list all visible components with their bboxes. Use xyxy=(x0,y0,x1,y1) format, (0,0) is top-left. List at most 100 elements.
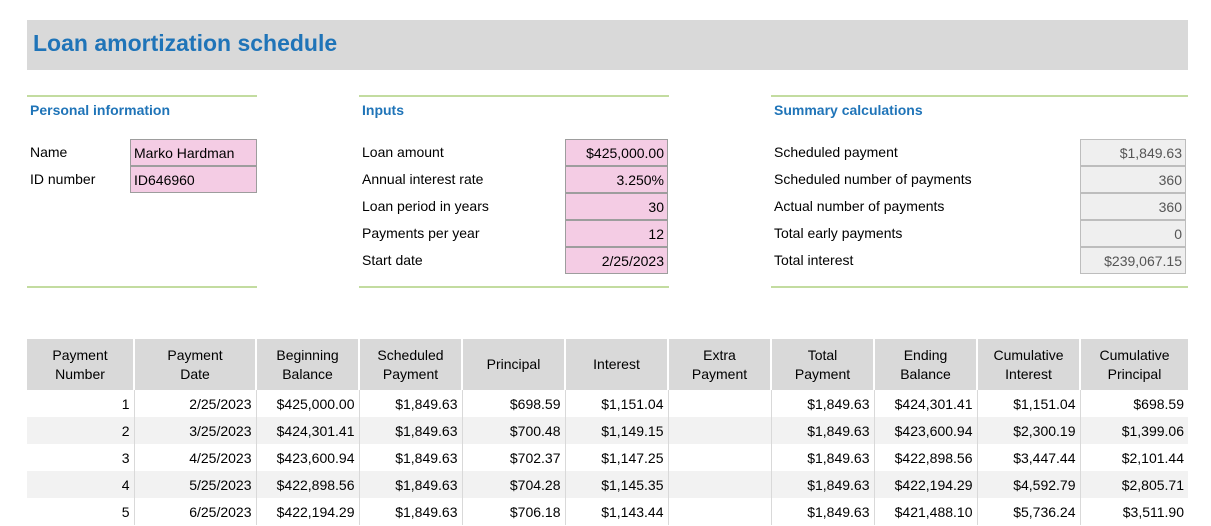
amortization-table: Payment Number Payment Date Beginning Balance… xyxy=(27,339,1188,525)
table-cell: $1,849.63 xyxy=(771,471,875,498)
column-header: Cumulative Interest xyxy=(977,339,1081,390)
column-header-text: Balance xyxy=(282,365,333,382)
table-cell: $3,511.90 xyxy=(1122,503,1184,520)
table-cell: $702.37 xyxy=(462,444,566,471)
inputs-section: Inputs Loan amount $425,000.00 Annual in… xyxy=(359,95,669,288)
table-cell: $1,849.63 xyxy=(359,417,463,444)
table-cell: $698.59 xyxy=(1133,395,1184,412)
summary-header: Summary calculations xyxy=(774,102,923,118)
column-header-text: Date xyxy=(180,365,210,382)
title-bar: Loan amortization schedule xyxy=(27,20,1188,70)
table-cell: $1,849.63 xyxy=(771,498,875,525)
column-header: Extra Payment xyxy=(668,339,772,390)
table-cell: $422,898.56 xyxy=(874,444,978,471)
table-cell: $5,736.24 xyxy=(977,498,1081,525)
column-header-text: Interest xyxy=(593,356,640,372)
table-cell: $1,149.15 xyxy=(565,417,669,444)
column-header-text: Cumulative xyxy=(993,346,1064,363)
table-cell: $422,898.56 xyxy=(256,471,360,498)
column-header: Cumulative Principal xyxy=(1080,339,1188,390)
scheduled-number-label: Scheduled number of payments xyxy=(774,171,972,187)
table-cell: $1,849.63 xyxy=(359,471,463,498)
table-cell: $4,592.79 xyxy=(977,471,1081,498)
id-label: ID number xyxy=(30,171,96,187)
table-cell[interactable] xyxy=(668,417,772,444)
table-header-row: Payment Number Payment Date Beginning Balance… xyxy=(27,339,1188,390)
table-cell: $1,145.35 xyxy=(565,471,669,498)
table-cell: $704.28 xyxy=(462,471,566,498)
actual-number-value: 360 xyxy=(1080,193,1186,220)
table-cell: $1,849.63 xyxy=(771,390,875,417)
scheduled-payment-label: Scheduled payment xyxy=(774,144,898,160)
start-date-input[interactable]: 2/25/2023 xyxy=(565,247,668,274)
table-row: 2 3/25/2023 $424,301.41 $1,849.63 $700.48 $1,… xyxy=(27,417,1188,444)
early-payments-value: 0 xyxy=(1080,220,1186,247)
loan-period-label: Loan period in years xyxy=(362,198,489,214)
table-cell: $424,301.41 xyxy=(874,390,978,417)
table-cell[interactable] xyxy=(668,390,772,417)
column-header-text: Principal xyxy=(486,356,541,372)
table-cell: 5/25/2023 xyxy=(134,471,257,498)
table-row: 1 2/25/2023 $425,000.00 $1,849.63 $698.59 $1,… xyxy=(27,390,1188,417)
loan-period-input[interactable]: 30 xyxy=(565,193,668,220)
page-title: Loan amortization schedule xyxy=(33,30,338,56)
table-cell: $1,849.63 xyxy=(359,444,463,471)
column-header-text: Scheduled xyxy=(377,346,444,363)
table-cell: 4 xyxy=(27,471,135,498)
table-cell: $1,151.04 xyxy=(565,390,669,417)
table-cell: $423,600.94 xyxy=(256,444,360,471)
table-cell: 2 xyxy=(27,417,135,444)
column-header-text: Extra xyxy=(703,346,736,363)
total-interest-label: Total interest xyxy=(774,252,854,268)
column-header: Scheduled Payment xyxy=(359,339,463,390)
column-header-text: Payment xyxy=(691,365,748,382)
total-interest-value: $239,067.15 xyxy=(1080,247,1186,274)
personal-info-header: Personal information xyxy=(30,102,171,118)
column-header: Principal xyxy=(462,339,566,390)
table-cell: $1,147.25 xyxy=(565,444,669,471)
table-cell[interactable] xyxy=(668,498,772,525)
column-header-text: Payment xyxy=(382,365,439,382)
payments-per-year-input[interactable]: 12 xyxy=(565,220,668,247)
scheduled-number-value: 360 xyxy=(1080,166,1186,193)
table-row: 4 5/25/2023 $422,898.56 $1,849.63 $704.28 $1,… xyxy=(27,471,1188,498)
table-cell: $1,151.04 xyxy=(977,390,1081,417)
section-divider xyxy=(27,286,257,288)
column-header-text: Interest xyxy=(1005,365,1052,382)
table-cell: $425,000.00 xyxy=(256,390,360,417)
table-cell: 4/25/2023 xyxy=(134,444,257,471)
id-row: ID number ID646960 xyxy=(27,166,257,193)
table-cell: $421,488.10 xyxy=(874,498,978,525)
section-divider xyxy=(359,286,669,288)
table-cell: 1 xyxy=(27,390,135,417)
loan-amount-input[interactable]: $425,000.00 xyxy=(565,139,668,166)
summary-row: Total early payments 0 xyxy=(771,220,1188,247)
table-cell: 6/25/2023 xyxy=(134,498,257,525)
table-cell[interactable] xyxy=(668,471,772,498)
input-row: Loan period in years 30 xyxy=(359,193,669,220)
loan-amount-label: Loan amount xyxy=(362,144,444,160)
name-label: Name xyxy=(30,144,68,160)
name-input[interactable]: Marko Hardman xyxy=(130,139,257,166)
early-payments-label: Total early payments xyxy=(774,225,903,241)
column-header-text: Payment xyxy=(167,346,223,363)
summary-section: Summary calculations Scheduled payment $… xyxy=(771,95,1188,288)
summary-row: Scheduled number of payments 360 xyxy=(771,166,1188,193)
table-row: 3 4/25/2023 $423,600.94 $1,849.63 $702.37 $1,… xyxy=(27,444,1188,471)
table-cell: $706.18 xyxy=(462,498,566,525)
table-cell: $1,849.63 xyxy=(359,498,463,525)
input-row: Start date 2/25/2023 xyxy=(359,247,669,274)
input-row: Loan amount $425,000.00 xyxy=(359,139,669,166)
column-header: Beginning Balance xyxy=(256,339,360,390)
column-header: Payment Number xyxy=(27,339,135,390)
table-cell: 5 xyxy=(27,498,135,525)
input-row: Payments per year 12 xyxy=(359,220,669,247)
table-cell[interactable] xyxy=(668,444,772,471)
start-date-label: Start date xyxy=(362,252,423,268)
column-header-text: Cumulative xyxy=(1099,346,1170,363)
table-cell: $1,849.63 xyxy=(771,444,875,471)
scheduled-payment-value: $1,849.63 xyxy=(1080,139,1186,166)
table-cell: $422,194.29 xyxy=(874,471,978,498)
id-input[interactable]: ID646960 xyxy=(130,166,257,193)
interest-rate-input[interactable]: 3.250% xyxy=(565,166,668,193)
